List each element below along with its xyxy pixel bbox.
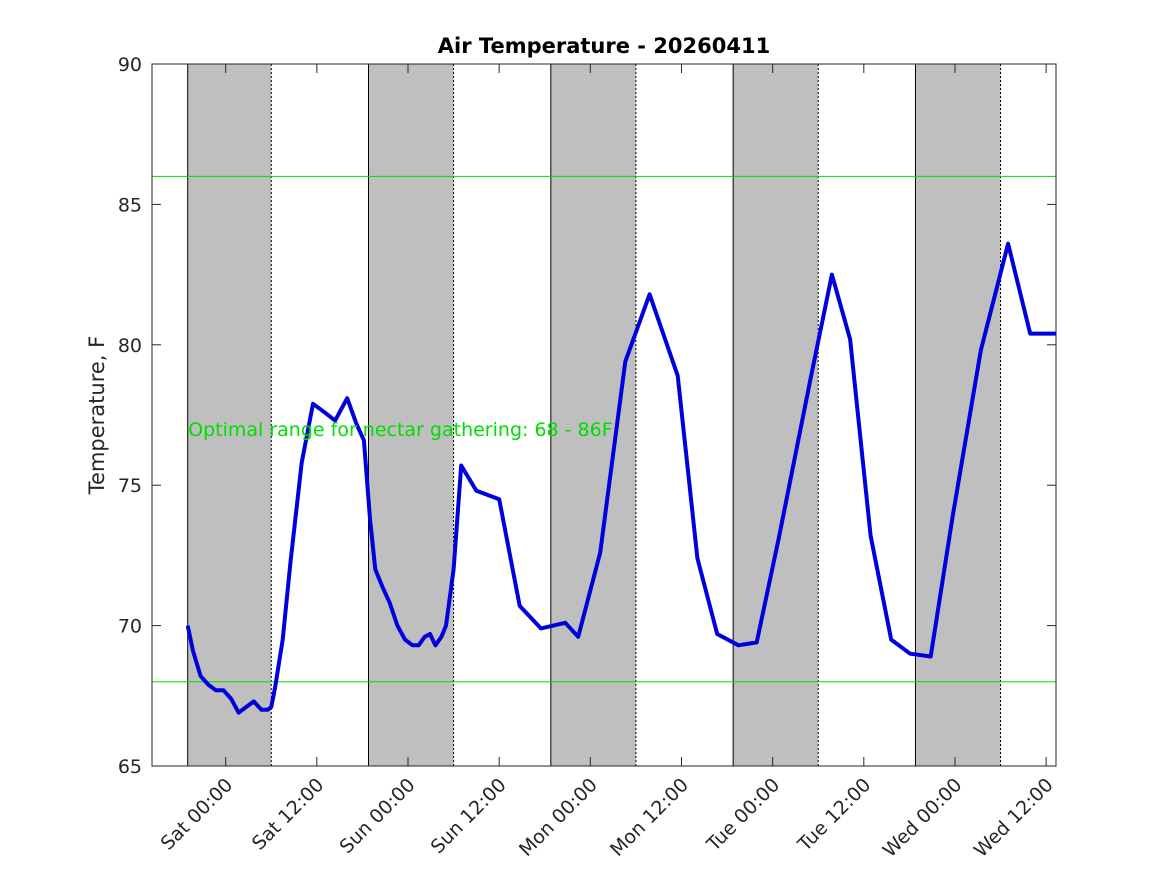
- night-band: [187, 64, 272, 766]
- y-tick-label: 85: [118, 194, 142, 216]
- chart-title: Air Temperature - 20260411: [438, 34, 770, 58]
- y-tick-label: 80: [118, 335, 142, 357]
- temperature-series-line: [185, 241, 1056, 715]
- axes-box: [151, 63, 1057, 767]
- y-tick-label: 90: [118, 54, 142, 76]
- night-band: [733, 64, 819, 766]
- y-tick-label: 70: [118, 616, 142, 638]
- y-axis-label: Temperature, F: [85, 336, 109, 495]
- night-band: [550, 64, 636, 766]
- night-band: [915, 64, 1001, 766]
- plot-content: [152, 64, 1056, 766]
- y-tick-label: 75: [118, 475, 142, 497]
- night-band: [368, 64, 454, 766]
- y-tick-label: 65: [118, 756, 142, 778]
- range-annotation: Optimal range for nectar gathering: 68 -…: [188, 419, 613, 441]
